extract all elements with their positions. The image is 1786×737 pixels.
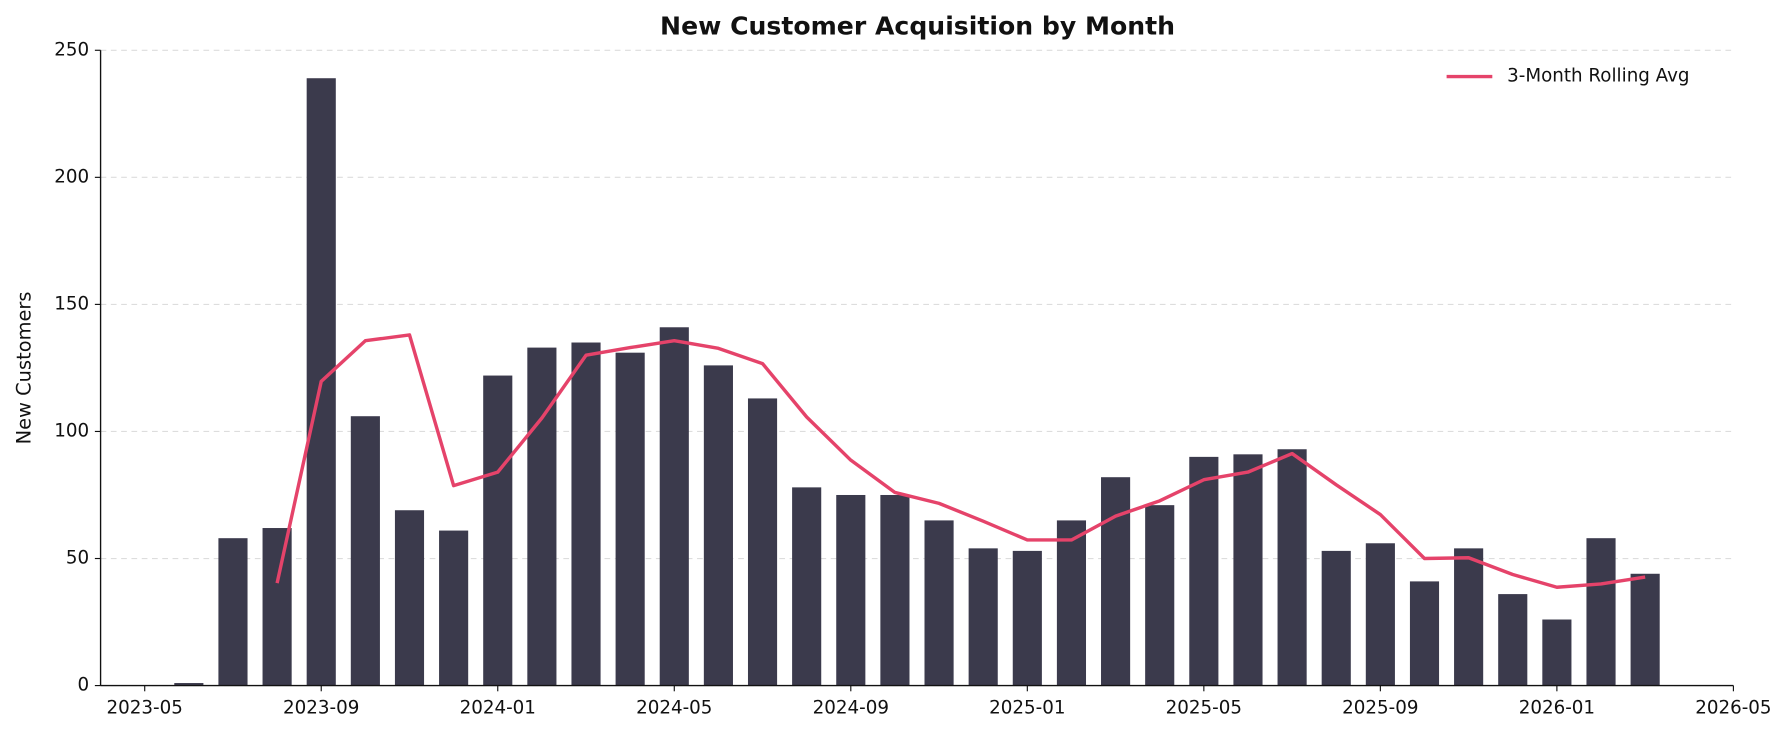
bar [615,352,645,686]
chart-title: New Customer Acquisition by Month [660,11,1175,40]
bar [571,342,601,686]
bar [1321,550,1351,686]
bar [1101,477,1131,686]
x-tick-label: 2025-09 [1342,697,1418,718]
bar [1586,538,1616,686]
y-tick-label: 250 [54,39,89,60]
x-tick-label: 2025-01 [989,697,1065,718]
bar [1277,449,1307,686]
y-tick-label: 100 [54,420,89,441]
bar [880,494,910,686]
bar [174,683,204,686]
bar [968,548,998,686]
bar [792,487,822,686]
bar [747,398,778,686]
bar [924,520,954,686]
y-tick-label: 50 [66,548,89,569]
bar [1498,594,1528,686]
bar [703,365,733,686]
x-tick-label: 2024-01 [460,697,536,718]
bar [483,375,513,686]
y-tick-label: 150 [54,293,89,314]
bar [1189,456,1219,686]
bar [1454,548,1484,686]
bar [218,538,248,686]
bar [439,530,469,686]
bar [527,347,557,686]
bar [394,510,425,686]
y-tick-label: 0 [78,675,90,696]
x-tick-label: 2024-05 [636,697,712,718]
bar [1012,550,1042,686]
bar [1630,573,1660,686]
x-tick-label: 2026-01 [1519,697,1595,718]
bar [262,528,292,686]
line [275,333,1646,589]
x-tick-label: 2023-09 [283,697,359,718]
legend-label: 3-Month Rolling Avg [1507,66,1689,87]
bar [1409,581,1440,686]
bar [350,416,380,686]
bar [1542,619,1572,686]
y-tick-label: 200 [54,166,89,187]
x-tick-label: 2025-05 [1166,697,1242,718]
x-tick-label: 2023-05 [107,697,183,718]
bar [1145,505,1175,686]
bar [1365,543,1395,686]
bar [1056,520,1087,686]
bar [836,494,866,686]
x-tick-label: 2026-05 [1695,697,1771,718]
bar [659,327,689,686]
y-axis-label: New Customers [13,291,36,444]
x-tick-label: 2024-09 [813,697,889,718]
bar [1233,454,1263,686]
